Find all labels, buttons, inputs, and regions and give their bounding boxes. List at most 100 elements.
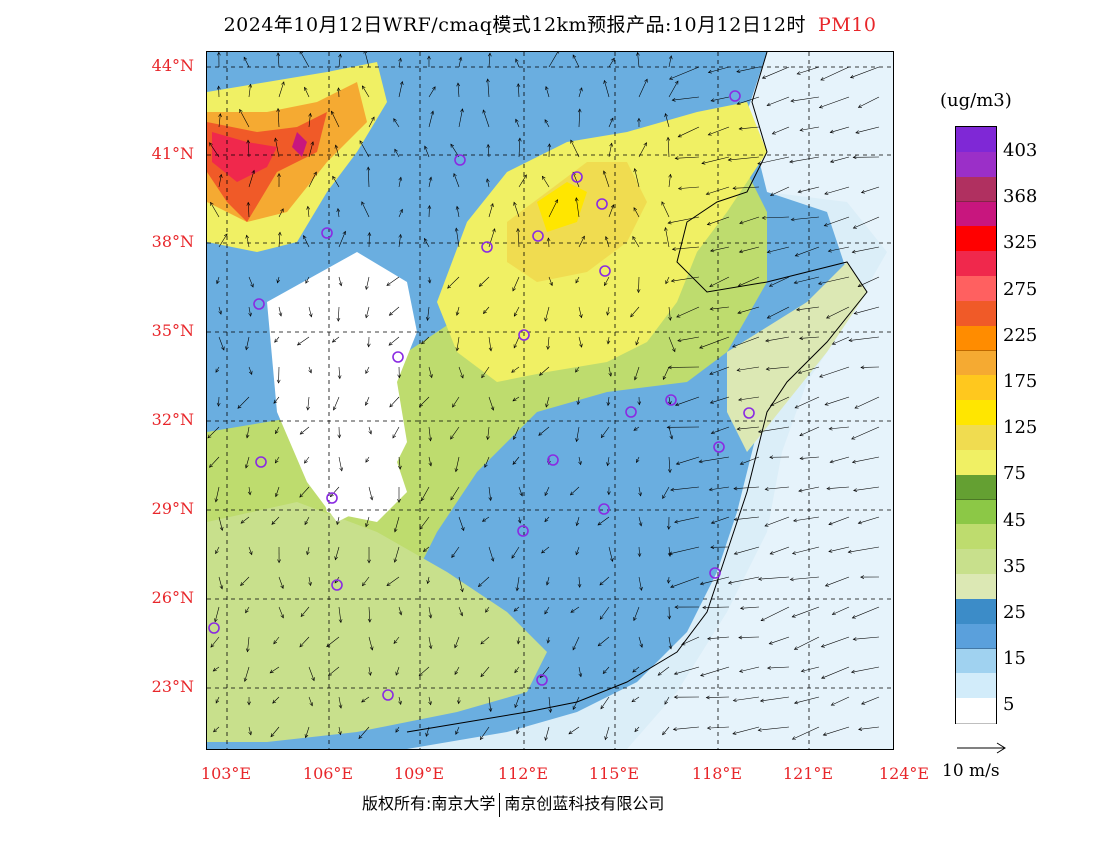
wind-arrow bbox=[734, 546, 760, 555]
station-marker bbox=[382, 689, 394, 701]
station-marker bbox=[331, 579, 343, 591]
wind-arrow bbox=[365, 516, 370, 527]
colorbar-segment bbox=[956, 598, 996, 625]
wind-arrow-head bbox=[764, 523, 769, 527]
wind-arrow bbox=[665, 276, 670, 284]
wind-arrow bbox=[657, 666, 670, 676]
wind-arrow-head bbox=[575, 368, 579, 373]
wind-arrow-head bbox=[458, 56, 463, 61]
wind-arrow bbox=[487, 426, 490, 440]
wind-arrow-head bbox=[430, 110, 435, 115]
wind-arrow-head bbox=[709, 371, 714, 375]
wind-arrow-head bbox=[544, 492, 549, 497]
wind-arrow-head bbox=[277, 559, 281, 564]
wind-arrow bbox=[701, 156, 730, 164]
wind-arrow-head bbox=[581, 235, 585, 240]
wind-arrow bbox=[518, 486, 523, 496]
wind-arrow-head bbox=[451, 553, 455, 558]
wind-arrow-head bbox=[736, 427, 741, 431]
wind-arrow bbox=[545, 396, 550, 408]
wind-arrow bbox=[709, 366, 730, 375]
station-marker bbox=[321, 227, 333, 239]
wind-arrow bbox=[213, 726, 220, 733]
wind-arrow-head bbox=[361, 201, 365, 206]
wind-arrow-head bbox=[365, 523, 369, 528]
wind-arrow-head bbox=[427, 279, 432, 284]
wind-arrow bbox=[244, 666, 250, 682]
wind-arrow bbox=[308, 113, 311, 128]
wind-arrow-head bbox=[368, 430, 373, 435]
wind-arrow-head bbox=[221, 346, 225, 351]
wind-arrow-head bbox=[240, 519, 245, 524]
wind-arrow-head bbox=[214, 498, 219, 503]
wind-arrow-head bbox=[710, 430, 715, 435]
wind-arrow-head bbox=[860, 365, 865, 370]
wind-arrow bbox=[300, 426, 310, 435]
hotspot-125 bbox=[537, 182, 587, 232]
wind-arrow-head bbox=[419, 403, 423, 408]
wind-arrow bbox=[708, 126, 730, 136]
wind-arrow-head bbox=[710, 545, 715, 550]
wind-arrow bbox=[297, 336, 310, 346]
colorbar-label: 275 bbox=[1003, 278, 1038, 300]
wind-arrow bbox=[516, 726, 520, 734]
wind-arrow-head bbox=[637, 117, 641, 122]
wind-arrow-head bbox=[362, 582, 366, 587]
wind-arrow bbox=[488, 336, 492, 351]
wind-arrow-head bbox=[769, 192, 775, 196]
wind-arrow bbox=[676, 456, 700, 465]
wind-arrow bbox=[247, 202, 250, 218]
wind-arrow-head bbox=[636, 289, 641, 294]
wind-arrow bbox=[428, 111, 434, 128]
wind-arrow-head bbox=[421, 497, 425, 502]
wind-arrow-head bbox=[698, 459, 703, 464]
wind-arrow-head bbox=[672, 727, 677, 731]
wind-arrow bbox=[386, 576, 400, 586]
wind-arrow bbox=[338, 54, 341, 68]
wind-arrow bbox=[544, 486, 550, 496]
wind-arrow bbox=[218, 306, 222, 315]
wind-arrow-head bbox=[577, 108, 582, 113]
wind-arrow-head bbox=[853, 311, 858, 315]
wind-arrow-head bbox=[793, 700, 799, 705]
wind-arrow-head bbox=[239, 108, 243, 113]
wind-arrow-head bbox=[338, 619, 343, 624]
wind-arrow-head bbox=[273, 640, 278, 645]
wind-arrow bbox=[767, 246, 790, 253]
wind-arrow-head bbox=[644, 78, 648, 83]
wind-arrow-head bbox=[670, 584, 675, 589]
wind-arrow bbox=[514, 696, 520, 708]
wind-arrow bbox=[576, 516, 580, 526]
wind-arrow bbox=[488, 486, 492, 501]
wind-arrow-head bbox=[274, 338, 278, 343]
wind-arrow bbox=[603, 170, 610, 188]
wind-arrow-head bbox=[246, 201, 251, 206]
wind-arrow bbox=[669, 546, 700, 555]
wind-arrow-head bbox=[488, 497, 493, 502]
wind-arrow-head bbox=[248, 312, 252, 317]
wind-arrow bbox=[853, 216, 880, 229]
wind-arrow bbox=[482, 516, 490, 522]
wind-arrow-head bbox=[709, 400, 714, 404]
wind-arrow-head bbox=[516, 228, 520, 232]
wind-arrow bbox=[538, 426, 550, 436]
wind-arrow-head bbox=[369, 496, 374, 501]
wind-arrow bbox=[542, 176, 550, 188]
wind-arrow bbox=[273, 396, 280, 404]
wind-arrow bbox=[853, 486, 880, 491]
wind-arrow-head bbox=[633, 616, 637, 622]
wind-arrow-head bbox=[636, 52, 640, 56]
lat-label: 44°N bbox=[151, 56, 194, 75]
footer-separator bbox=[499, 792, 501, 817]
wind-arrow-head bbox=[578, 461, 582, 466]
wind-arrow bbox=[277, 108, 280, 128]
wind-arrow bbox=[215, 546, 220, 554]
wind-arrow bbox=[307, 206, 310, 218]
wind-arrow bbox=[791, 216, 820, 221]
wind-arrow bbox=[305, 276, 310, 284]
wind-arrow bbox=[700, 576, 730, 585]
copyright-footer: 版权所有:南京大学 南京创蓝科技有限公司 bbox=[362, 790, 664, 817]
wind-arrow-head bbox=[820, 77, 825, 81]
wind-arrow bbox=[454, 636, 460, 648]
wind-arrow bbox=[707, 636, 730, 640]
